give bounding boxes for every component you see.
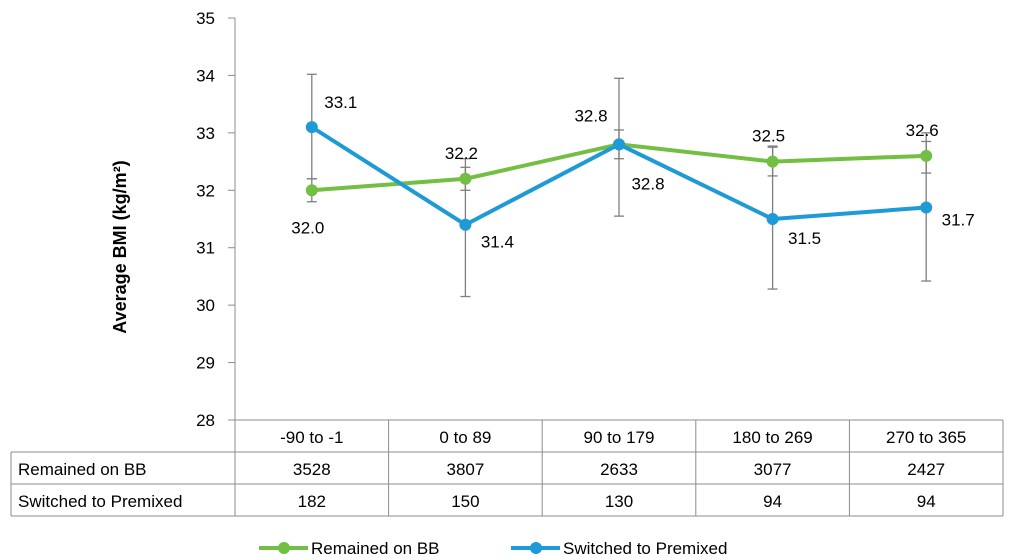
series-point-0 (305, 184, 318, 197)
table-cell: 94 (917, 492, 936, 511)
series-point-0 (459, 172, 472, 185)
data-label: 32.8 (631, 174, 664, 193)
legend-marker-1 (530, 542, 542, 554)
series-point-0 (920, 149, 933, 162)
table-row-label: Switched to Premixed (18, 492, 182, 511)
legend: Remained on BB Switched to Premixed (259, 539, 727, 558)
y-tick-labels: 28 29 30 31 32 33 34 35 (196, 9, 215, 430)
table-cell: 3807 (446, 460, 484, 479)
data-label: 32.2 (445, 144, 478, 163)
y-tick-label: 35 (196, 9, 215, 28)
series-point-1 (459, 218, 472, 231)
data-label: 32.5 (752, 127, 785, 146)
table-cell: 130 (605, 492, 633, 511)
x-category-label: 90 to 179 (584, 428, 655, 447)
series-points (305, 121, 933, 231)
y-tick-label: 33 (196, 124, 215, 143)
y-tick-label: 28 (196, 411, 215, 430)
table-row-label: Remained on BB (18, 460, 147, 479)
series-point-1 (305, 121, 318, 134)
data-label: 31.5 (788, 229, 821, 248)
legend-label: Switched to Premixed (563, 539, 727, 558)
y-tick-label: 32 (196, 181, 215, 200)
x-category-label: 0 to 89 (439, 428, 491, 447)
axes (228, 17, 236, 421)
x-category-label: -90 to -1 (280, 428, 343, 447)
table-cell: 2633 (600, 460, 638, 479)
series-point-1 (766, 213, 779, 225)
table-cell: 3077 (754, 460, 792, 479)
table-cell: 94 (763, 492, 782, 511)
y-axis-title: Average BMI (kg/m²) (110, 160, 130, 333)
data-label: 32.8 (574, 106, 607, 125)
table-cell: 182 (298, 492, 326, 511)
data-label: 32.6 (906, 121, 939, 140)
data-label: 33.1 (324, 93, 357, 112)
table-cell: 150 (451, 492, 479, 511)
data-label: 31.4 (481, 233, 514, 252)
data-labels: 32.0 32.2 32.8 32.5 32.6 33.1 31.4 32.8 31.5 31.7 (291, 93, 974, 252)
series-point-1 (613, 138, 625, 151)
table-cell: 3528 (293, 460, 331, 479)
y-tick-label: 34 (196, 66, 215, 85)
data-label: 31.7 (942, 211, 975, 230)
data-label: 32.0 (291, 218, 324, 237)
table-cell: 2427 (907, 460, 945, 479)
x-category-label: 180 to 269 (732, 428, 812, 447)
data-table: -90 to -1 0 to 89 90 to 179 180 to 269 270 t… (10, 419, 1004, 517)
legend-label: Remained on BB (311, 539, 440, 558)
x-category-label: 270 to 365 (886, 428, 966, 447)
legend-marker-0 (278, 542, 290, 554)
series-point-1 (920, 201, 933, 214)
series-point-0 (766, 155, 779, 168)
y-tick-label: 29 (196, 354, 215, 373)
y-tick-label: 30 (196, 296, 215, 315)
y-tick-label: 31 (196, 239, 215, 258)
